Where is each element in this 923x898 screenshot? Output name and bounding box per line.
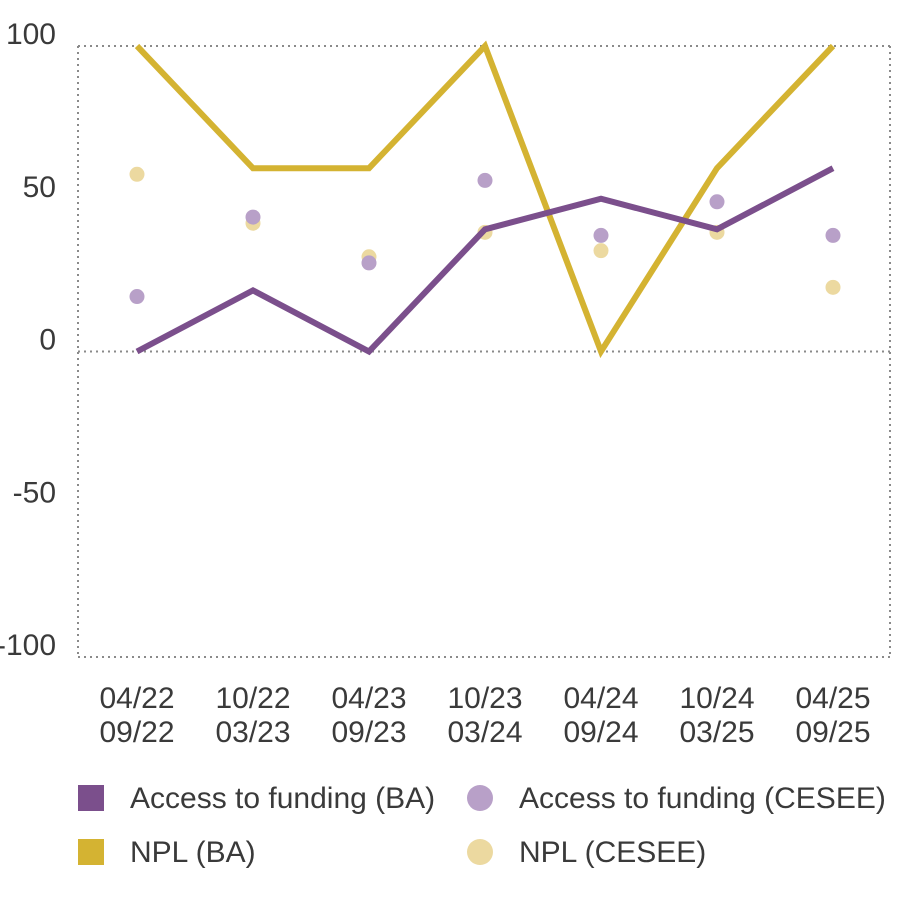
x-tick-line-1: 10/24	[679, 682, 754, 715]
x-tick-line-1: 10/22	[215, 682, 290, 715]
y-tick-label: 0	[39, 324, 56, 357]
data-point	[245, 209, 261, 225]
legend-item: NPL (BA)	[78, 836, 256, 869]
data-point	[129, 289, 145, 305]
y-tick-label: -100	[0, 629, 56, 662]
data-point	[361, 255, 377, 271]
legend-swatch	[78, 785, 104, 811]
legend-swatch	[467, 839, 493, 865]
legend-label: NPL (CESEE)	[519, 836, 706, 869]
data-point	[709, 194, 725, 210]
legend-item: Access to funding (BA)	[78, 782, 435, 815]
series-line-npl-ba	[134, 40, 836, 359]
y-axis: 100 50 0 -50 -100	[0, 18, 56, 662]
legend-label: Access to funding (BA)	[130, 782, 435, 815]
x-tick-line-1: 04/25	[795, 682, 870, 715]
x-tick-line-1: 04/24	[563, 682, 638, 715]
y-tick-label: 100	[6, 18, 56, 51]
data-point	[593, 243, 609, 259]
data-point	[825, 227, 841, 243]
series-line-access-to-funding-ba	[135, 165, 835, 356]
x-tick-line-2: 03/25	[679, 716, 754, 749]
grid	[77, 45, 891, 658]
y-tick-label: -50	[13, 476, 56, 509]
legend-item: NPL (CESEE)	[467, 836, 706, 869]
x-tick-line-2: 09/22	[99, 716, 174, 749]
data-point	[593, 227, 609, 243]
x-tick-line-1: 04/22	[99, 682, 174, 715]
legend-label: Access to funding (CESEE)	[519, 782, 886, 815]
x-tick-line-1: 10/23	[447, 682, 522, 715]
legend-item: Access to funding (CESEE)	[467, 782, 886, 815]
x-tick-line-2: 03/24	[447, 716, 522, 749]
data-point	[129, 166, 145, 182]
legend: Access to funding (BA) NPL (BA) Access to …	[78, 782, 886, 869]
x-tick-line-2: 09/23	[331, 716, 406, 749]
x-tick-line-2: 03/23	[215, 716, 290, 749]
x-tick-line-2: 09/25	[795, 716, 870, 749]
x-tick-line-1: 04/23	[331, 682, 406, 715]
legend-label: NPL (BA)	[130, 836, 256, 869]
legend-swatch	[467, 785, 493, 811]
x-tick-line-2: 09/24	[563, 716, 638, 749]
data-point	[825, 279, 841, 295]
y-tick-label: 50	[23, 171, 56, 204]
series-access-to-funding-cesee	[129, 172, 841, 305]
data-point	[477, 172, 493, 188]
legend-swatch	[78, 839, 104, 865]
plot-area	[129, 40, 841, 359]
